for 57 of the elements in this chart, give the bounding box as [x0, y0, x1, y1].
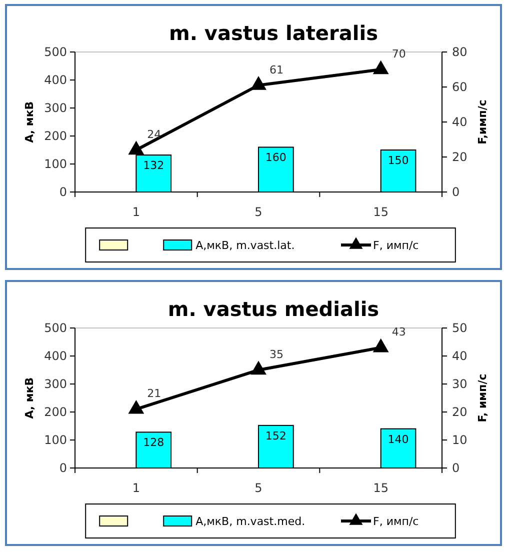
y-tick-label: 200: [44, 405, 67, 419]
point: [372, 338, 389, 352]
y-axis-title: А, мкВ: [23, 101, 36, 143]
data-label: 160: [265, 151, 286, 164]
data-label: 132: [143, 159, 164, 172]
y-tick-label: 100: [44, 433, 67, 447]
data-label: 21: [147, 387, 162, 400]
legend-label: F, имп/с: [373, 239, 419, 252]
legend-label: А,мкВ, m.vast.lat.: [196, 239, 295, 252]
y2-tick-label: 60: [452, 80, 468, 94]
y2-tick-label: 30: [452, 377, 468, 391]
data-label: 24: [147, 128, 162, 141]
y-axis-title: А, мкВ: [23, 377, 36, 419]
y-tick-label: 300: [44, 377, 67, 391]
y-tick-label: 0: [59, 185, 67, 199]
point: [128, 400, 144, 414]
legend-label: А,мкВ, m.vast.med.: [196, 515, 306, 528]
data-label: 70: [392, 48, 406, 60]
point: [250, 76, 266, 90]
x-tick-label: 15: [373, 205, 388, 219]
y2-tick-label: 80: [452, 45, 468, 59]
data-label: 140: [388, 432, 409, 446]
y2-axis-title: F, имп/с: [476, 374, 489, 422]
x-tick-label: 5: [254, 205, 262, 219]
chart-title: m. vastus medialis: [168, 297, 380, 321]
x-tick-label: 5: [254, 481, 262, 495]
y-tick-label: 100: [44, 157, 67, 171]
y2-tick-label: 10: [452, 433, 468, 447]
y2-tick-label: 20: [452, 150, 468, 164]
y-tick-label: 500: [44, 45, 67, 59]
point: [128, 140, 144, 155]
data-label: 43: [392, 326, 406, 339]
x-tick-label: 15: [373, 481, 388, 495]
data-label: 150: [388, 154, 409, 167]
y-tick-label: 300: [44, 101, 67, 115]
y-tick-label: 0: [59, 461, 67, 475]
chart-title: m. vastus lateralis: [169, 21, 378, 45]
data-label: 128: [143, 436, 164, 450]
point: [372, 60, 389, 74]
data-label: 35: [270, 348, 284, 361]
y2-tick-label: 50: [452, 321, 468, 335]
x-tick-label: 1: [132, 205, 140, 219]
y2-tick-label: 20: [452, 405, 468, 419]
x-tick-label: 1: [132, 481, 140, 495]
y2-axis-title: F,имп/с: [476, 100, 489, 144]
y-tick-label: 400: [44, 73, 67, 87]
y2-tick-label: 40: [452, 349, 468, 363]
y-tick-label: 500: [44, 321, 67, 335]
y-tick-label: 200: [44, 129, 67, 143]
point: [250, 360, 266, 375]
y-tick-label: 400: [44, 349, 67, 363]
y2-tick-label: 0: [452, 185, 460, 199]
data-label: 152: [265, 429, 286, 442]
data-label: 61: [270, 63, 284, 76]
legend-label: F, имп/с: [373, 515, 419, 528]
y2-tick-label: 40: [452, 115, 468, 129]
y2-tick-label: 0: [452, 461, 460, 475]
